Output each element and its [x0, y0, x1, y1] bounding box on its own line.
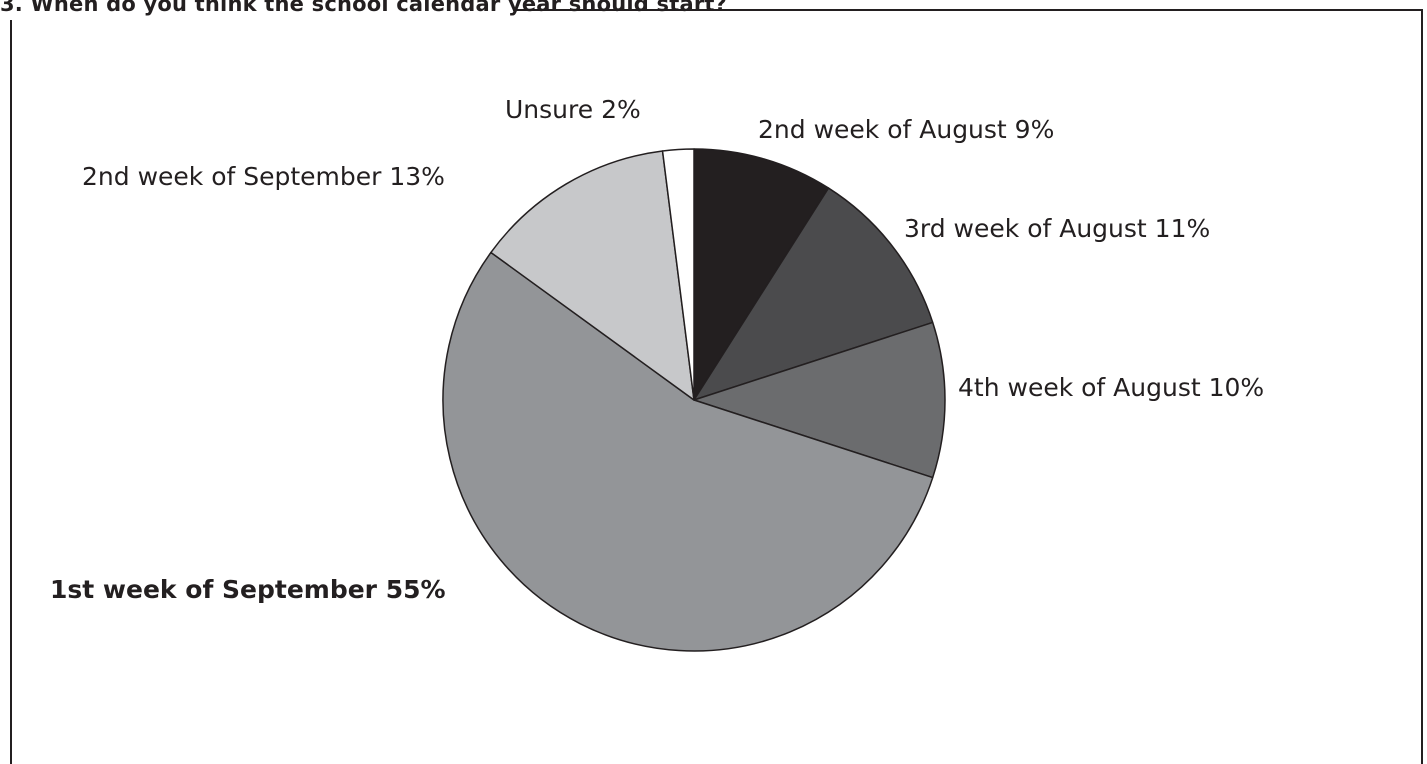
- frame-left-border: [10, 20, 12, 764]
- pie-slice-0: [693, 148, 830, 401]
- pie-slice-3: [442, 251, 934, 652]
- chart-title: 3. When do you think the school calendar…: [0, 0, 727, 16]
- frame-top-border: [513, 9, 1422, 11]
- slice-label-2nd-week-september: 2nd week of September 13%: [82, 162, 445, 191]
- pie-slice-4: [490, 150, 695, 401]
- frame-right-border: [1421, 9, 1423, 764]
- slice-label-4th-week-august: 4th week of August 10%: [958, 373, 1265, 402]
- pie-slice-2: [693, 321, 946, 479]
- slice-label-1st-week-september: 1st week of September 55%: [50, 575, 446, 604]
- slice-label-3rd-week-august: 3rd week of August 11%: [904, 214, 1211, 243]
- pie-slice-1: [693, 187, 934, 401]
- slice-label-unsure: Unsure 2%: [505, 95, 641, 124]
- slice-label-2nd-week-august: 2nd week of August 9%: [758, 115, 1055, 144]
- pie-slice-5: [661, 148, 695, 401]
